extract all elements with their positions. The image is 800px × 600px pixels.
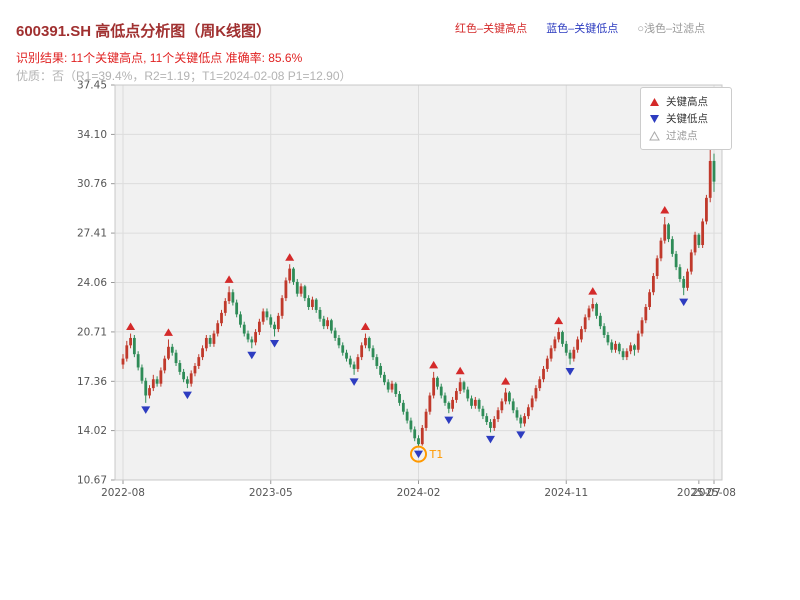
legend: 关键高点 关键低点 过滤点 <box>640 87 732 150</box>
recognition-result: 识别结果: 11个关键高点, 11个关键低点 准确率: 85.6% <box>16 51 303 65</box>
down-triangle-icon <box>650 114 659 123</box>
note-key-low: 蓝色–关键低点 <box>546 23 619 35</box>
note-filtered-point: ○浅色–过滤点 <box>637 23 706 35</box>
svg-text:37.45: 37.45 <box>77 80 107 92</box>
svg-text:2022-08: 2022-08 <box>101 487 145 499</box>
legend-item-key-low: 关键低点 <box>649 110 723 127</box>
legend-item-key-high: 关键高点 <box>649 93 723 110</box>
legend-label: 过滤点 <box>666 130 698 142</box>
hollow-triangle-icon <box>649 130 660 140</box>
svg-text:T1: T1 <box>429 448 444 461</box>
up-triangle-icon <box>650 97 659 106</box>
svg-text:10.67: 10.67 <box>77 475 107 487</box>
color-legend-note: 红色–关键高点 蓝色–关键低点 ○浅色–过滤点 <box>455 20 705 36</box>
note-key-high: 红色–关键高点 <box>455 23 528 35</box>
svg-text:2024-02: 2024-02 <box>397 487 441 499</box>
svg-text:24.06: 24.06 <box>77 277 107 289</box>
svg-text:2023-05: 2023-05 <box>249 487 293 499</box>
legend-label: 关键低点 <box>666 113 708 125</box>
svg-text:2025-08: 2025-08 <box>692 487 736 499</box>
svg-text:34.10: 34.10 <box>77 129 107 141</box>
svg-text:2025-07: 2025-07 <box>677 487 721 499</box>
svg-text:30.76: 30.76 <box>77 178 107 190</box>
svg-text:17.36: 17.36 <box>77 376 107 388</box>
svg-text:20.71: 20.71 <box>77 326 107 338</box>
quality-summary: 优质：否（R1=39.4%，R2=1.19；T1=2024-02-08 P1=1… <box>16 69 352 83</box>
page-title: 600391.SH 高低点分析图（周K线图） <box>16 23 272 40</box>
legend-item-filtered: 过滤点 <box>649 127 723 144</box>
svg-text:27.41: 27.41 <box>77 228 107 240</box>
svg-text:14.02: 14.02 <box>77 425 107 437</box>
svg-text:2024-11: 2024-11 <box>544 487 588 499</box>
legend-label: 关键高点 <box>666 96 708 108</box>
